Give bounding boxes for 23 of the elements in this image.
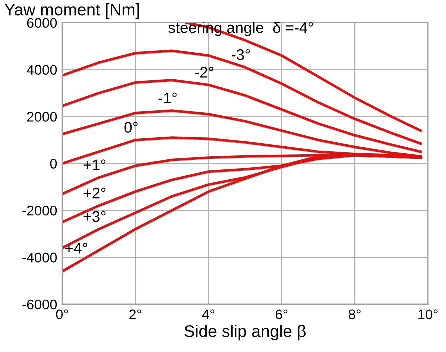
y-tick-label: 4000 <box>27 65 58 75</box>
x-tick-label: 8° <box>348 310 361 320</box>
y-tick-label: -6000 <box>22 300 58 310</box>
y-tick-label: -4000 <box>22 252 58 263</box>
y-tick-label: 6000 <box>27 18 58 28</box>
annotation: +1° <box>84 160 106 170</box>
x-axis-title: Side slip angle β <box>184 325 306 341</box>
y-tick-label: 0 <box>50 159 58 169</box>
x-tick-label: 2° <box>130 310 142 320</box>
x-tick-label: 0° <box>56 310 68 320</box>
annotation: +2° <box>84 188 106 199</box>
x-tick-label: 6° <box>276 310 288 320</box>
annotation: -1° <box>158 92 177 104</box>
y-tick-label: 2000 <box>27 112 58 122</box>
y-tick-label: -2000 <box>22 206 58 216</box>
annotation: +3° <box>84 211 106 222</box>
x-tick-label: 10° <box>418 310 438 320</box>
annotation: -3° <box>232 49 250 60</box>
annotation: -2° <box>195 67 214 78</box>
annotation: +4° <box>66 243 88 254</box>
x-tick-label: 4° <box>202 310 215 320</box>
annotation: 0° <box>124 122 138 134</box>
y-axis-title: Yaw moment [Nm] <box>4 4 140 20</box>
